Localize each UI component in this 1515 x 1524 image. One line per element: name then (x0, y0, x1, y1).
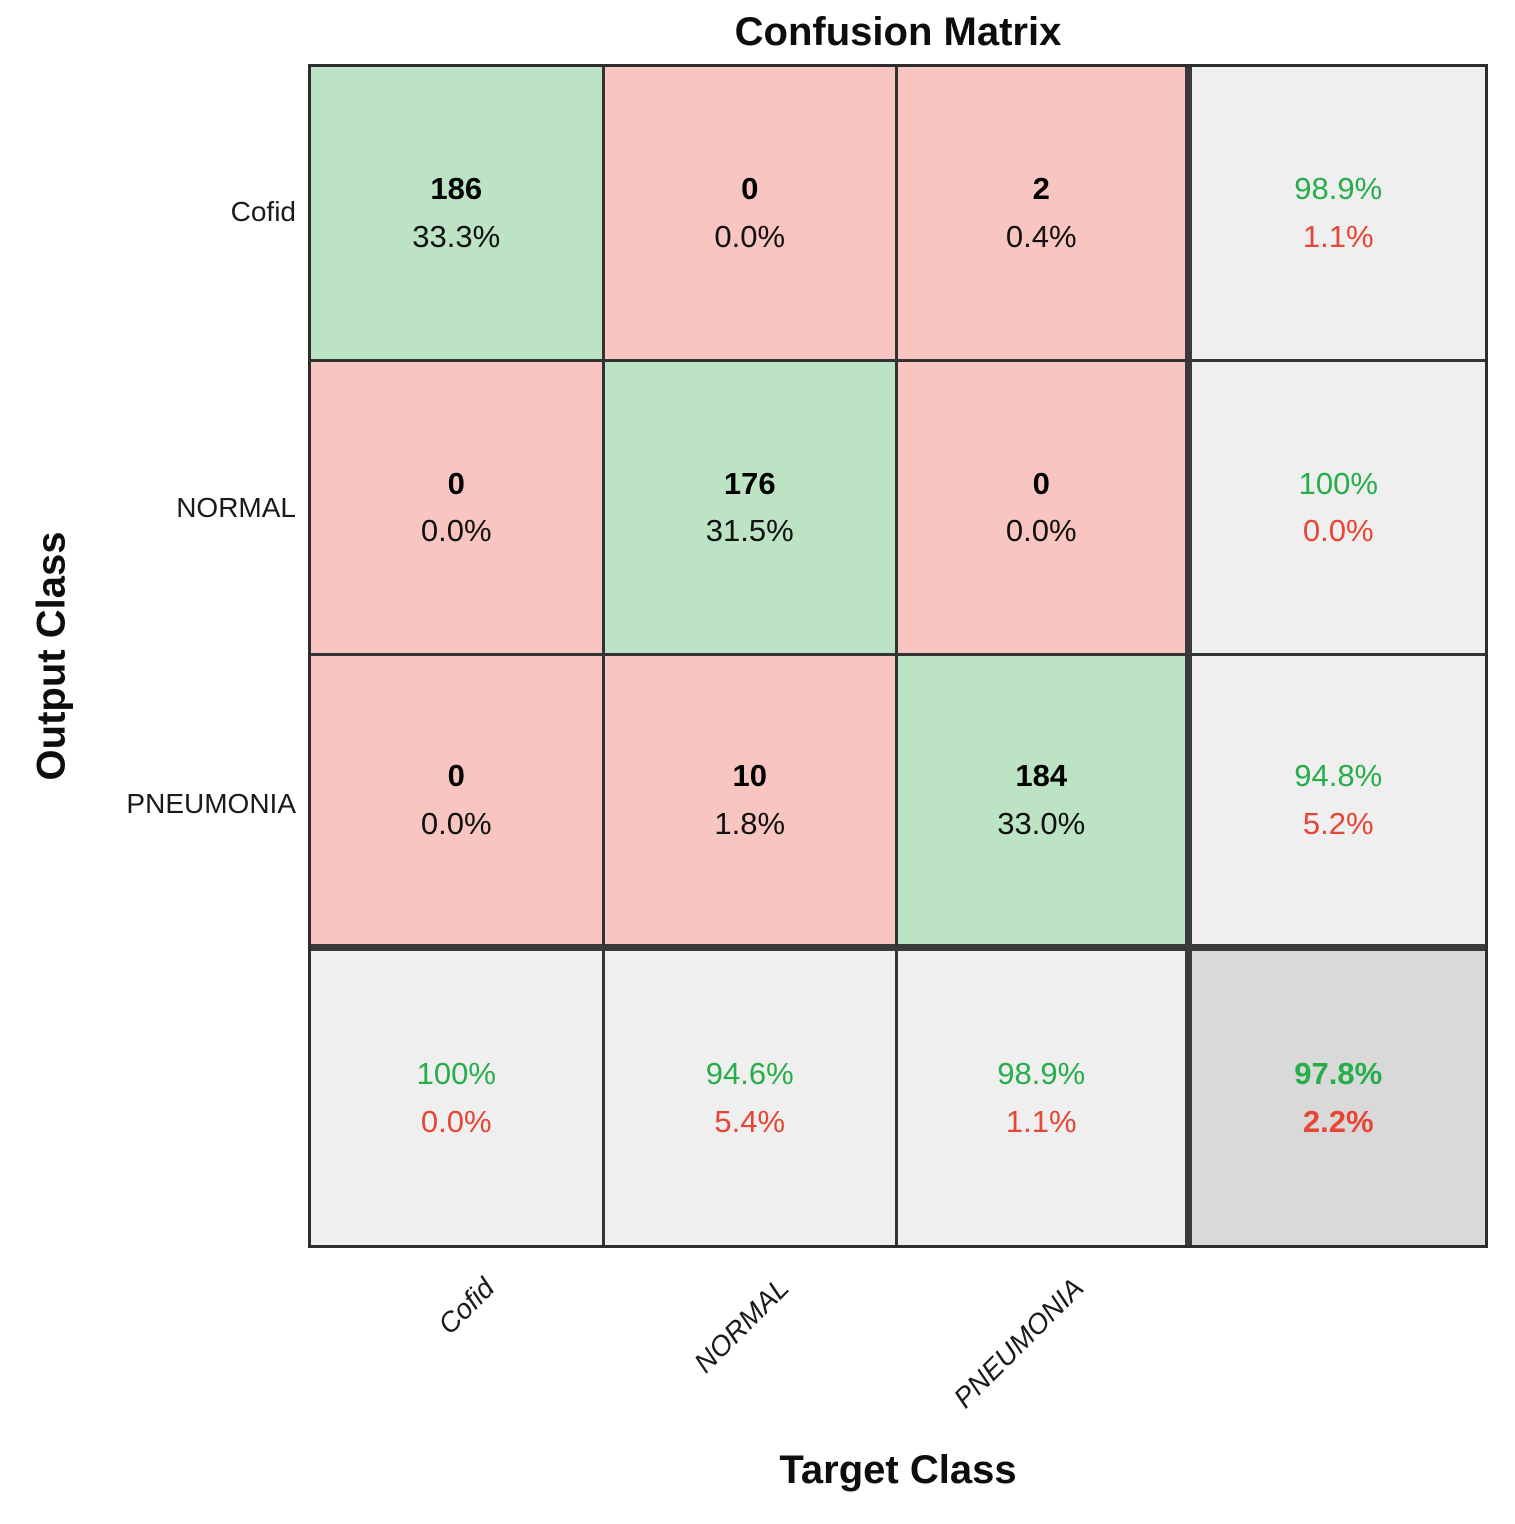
row-label-pneumonia: PNEUMONIA (126, 788, 296, 819)
matrix-cell-r2c1: 10 1.8% (604, 656, 898, 951)
cell-count: 176 (723, 465, 776, 501)
cell-percent: 1.8% (714, 805, 786, 841)
y-axis-label: Output Class (29, 531, 74, 781)
column-correct-percent: 98.9% (997, 1056, 1086, 1092)
column-incorrect-percent: 5.4% (714, 1103, 786, 1139)
matrix-cell-r2c2: 184 33.0% (898, 656, 1192, 951)
cell-percent: 0.0% (420, 513, 492, 549)
cell-count: 0 (1032, 465, 1050, 501)
matrix-cell-r1c1: 176 31.5% (604, 361, 898, 656)
column-incorrect-percent: 0.0% (420, 1103, 492, 1139)
cell-count: 0 (741, 171, 759, 207)
cell-percent: 33.0% (997, 805, 1086, 841)
column-correct-percent: 100% (416, 1056, 496, 1092)
row-summary-r0: 98.9% 1.1% (1191, 67, 1485, 362)
x-tick-label: NORMAL (688, 1272, 795, 1379)
x-tick-label: Cofid (431, 1272, 500, 1341)
matrix-cell-r1c2: 0 0.0% (898, 361, 1192, 656)
x-axis-label: Target Class (779, 1448, 1017, 1492)
overall-accuracy-cell: 97.8% 2.2% (1191, 950, 1485, 1245)
cell-percent: 0.0% (714, 218, 786, 254)
matrix-cell-r0c2: 2 0.4% (898, 67, 1192, 362)
cell-count: 10 (732, 758, 767, 794)
column-correct-percent: 94.6% (705, 1056, 794, 1092)
cell-percent: 0.0% (1005, 513, 1077, 549)
matrix-cell-r0c0: 186 33.3% (311, 67, 605, 362)
cell-percent: 0.0% (420, 805, 492, 841)
overall-accuracy-percent: 97.8% (1294, 1056, 1383, 1092)
column-incorrect-percent: 1.1% (1005, 1103, 1077, 1139)
matrix-cell-r2c0: 0 0.0% (311, 656, 605, 951)
chart-title: Confusion Matrix (734, 10, 1062, 54)
row-correct-percent: 100% (1298, 465, 1378, 501)
row-incorrect-percent: 1.1% (1302, 218, 1374, 254)
row-summary-r1: 100% 0.0% (1191, 361, 1485, 656)
column-summary-c0: 100% 0.0% (311, 950, 605, 1245)
confusion-matrix-grid: 186 33.3% 0 0.0% 2 0.4% 98.9% 1.1% 0 0.0… (308, 64, 1488, 1248)
cell-count: 0 (447, 758, 465, 794)
cell-percent: 33.3% (412, 218, 501, 254)
cell-count: 0 (447, 465, 465, 501)
x-tick-label: PNEUMONIA (948, 1272, 1090, 1414)
matrix-cell-r0c1: 0 0.0% (604, 67, 898, 362)
column-summary-c2: 98.9% 1.1% (898, 950, 1192, 1245)
row-correct-percent: 94.8% (1294, 758, 1383, 794)
row-incorrect-percent: 0.0% (1302, 513, 1374, 549)
cell-count: 186 (430, 171, 483, 207)
cell-count: 2 (1032, 171, 1050, 207)
cell-percent: 31.5% (705, 513, 794, 549)
matrix-cell-r1c0: 0 0.0% (311, 361, 605, 656)
row-incorrect-percent: 5.2% (1302, 805, 1374, 841)
cell-count: 184 (1015, 758, 1068, 794)
row-summary-r2: 94.8% 5.2% (1191, 656, 1485, 951)
row-correct-percent: 98.9% (1294, 171, 1383, 207)
row-label-cofid: Cofid (230, 196, 296, 227)
row-label-normal: NORMAL (176, 492, 296, 523)
cell-percent: 0.4% (1005, 218, 1077, 254)
column-summary-c1: 94.6% 5.4% (604, 950, 898, 1245)
overall-error-percent: 2.2% (1302, 1103, 1374, 1139)
